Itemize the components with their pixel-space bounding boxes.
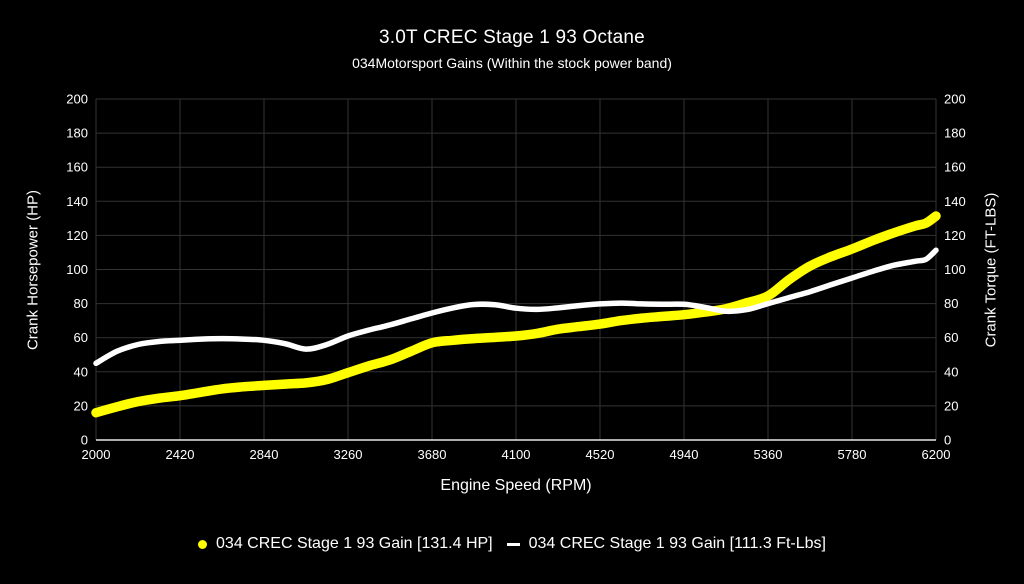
hp-series-dot-icon	[198, 539, 208, 549]
y-tick-label-right: 160	[944, 160, 966, 175]
y-tick-label-left: 140	[66, 194, 88, 209]
x-axis-title: Engine Speed (RPM)	[440, 477, 592, 494]
y-tick-label-left: 200	[66, 92, 88, 107]
y-tick-label-left: 180	[66, 126, 88, 141]
torque-series-dash-icon	[506, 542, 520, 546]
x-tick-label: 4940	[670, 447, 699, 462]
y-tick-label-right: 180	[944, 126, 966, 141]
y-tick-label-right: 200	[944, 92, 966, 107]
y-tick-label-right: 80	[944, 296, 958, 311]
y-tick-label-right: 20	[944, 398, 958, 413]
x-tick-label: 3260	[334, 447, 363, 462]
x-tick-label: 2420	[166, 447, 195, 462]
legend-label-hp: 034 CREC Stage 1 93 Gain [131.4 HP]	[216, 535, 493, 552]
y-tick-label-left: 100	[66, 262, 88, 277]
y-tick-label-right: 60	[944, 330, 958, 345]
y-tick-label-left: 120	[66, 228, 88, 243]
hp-gain-curve	[91, 211, 941, 418]
x-tick-label: 4520	[586, 447, 615, 462]
x-tick-label: 4100	[502, 447, 531, 462]
y-tick-label-left: 160	[66, 160, 88, 175]
y-tick-label-left: 20	[74, 398, 88, 413]
x-tick-label: 2840	[250, 447, 279, 462]
x-tick-label: 3680	[418, 447, 447, 462]
gridlines	[95, 98, 937, 441]
y-tick-label-right: 0	[944, 433, 951, 448]
x-tick-label: 6200	[922, 447, 951, 462]
y-tick-label-right: 140	[944, 194, 966, 209]
legend: 034 CREC Stage 1 93 Gain [131.4 HP] 034 …	[0, 535, 1024, 553]
torque-gain-curve	[93, 247, 939, 367]
legend-item-torque: 034 CREC Stage 1 93 Gain [111.3 Ft-Lbs]	[506, 535, 826, 553]
y-tick-label-right: 120	[944, 228, 966, 243]
y-tick-label-left: 60	[74, 330, 88, 345]
y-tick-label-left: 0	[81, 433, 88, 448]
x-tick-label: 5360	[754, 447, 783, 462]
x-tick-label: 5780	[838, 447, 867, 462]
chart-subtitle: 034Motorsport Gains (Within the stock po…	[352, 55, 672, 71]
y-tick-label-right: 40	[944, 364, 958, 379]
y-tick-label-left: 80	[74, 296, 88, 311]
legend-label-torque: 034 CREC Stage 1 93 Gain [111.3 Ft-Lbs]	[528, 535, 826, 552]
legend-item-hp: 034 CREC Stage 1 93 Gain [131.4 HP]	[198, 535, 493, 553]
chart-title: 3.0T CREC Stage 1 93 Octane	[379, 27, 645, 48]
y-tick-label-right: 100	[944, 262, 966, 277]
y-tick-label-left: 40	[74, 364, 88, 379]
x-tick-label: 2000	[82, 447, 111, 462]
